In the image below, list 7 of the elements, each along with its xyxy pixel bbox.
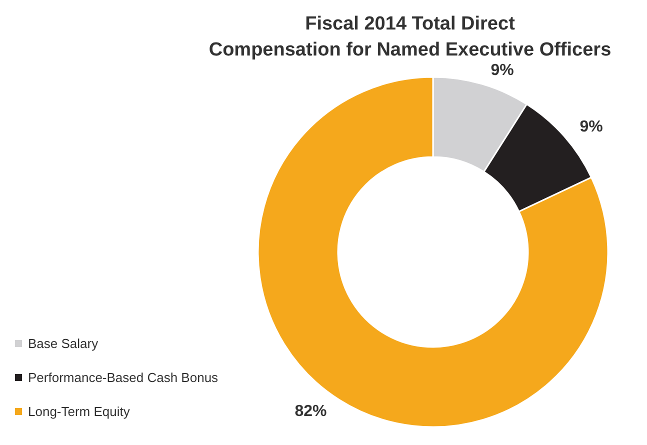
legend-label: Performance-Based Cash Bonus — [28, 370, 219, 385]
legend-label: Base Salary — [28, 336, 99, 351]
data-label: 82% — [294, 403, 327, 420]
chart-title: Fiscal 2014 Total Direct Compensation for Named Executive Officers — [208, 14, 612, 60]
data-label: 9% — [580, 118, 603, 136]
legend-label: Long-Term Equity — [28, 404, 130, 419]
data-label: 9% — [490, 62, 514, 80]
